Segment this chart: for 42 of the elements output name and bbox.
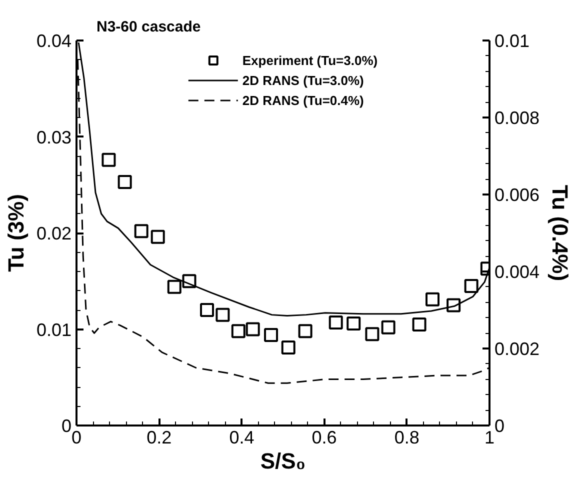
point (216, 308, 230, 322)
y2-tick-label: 0.01 (494, 31, 530, 51)
legend-label: 2D RANS (Tu=3.0%) (242, 72, 364, 88)
y-tick-label: 0.03 (36, 127, 72, 148)
y2-tick-label: 0.004 (494, 262, 540, 282)
point (246, 322, 260, 336)
point (264, 328, 278, 342)
point (150, 230, 165, 244)
x-tick-label: 0.8 (394, 428, 420, 448)
y2-tick-label: 0.002 (494, 339, 540, 359)
legend-label: 2D RANS (Tu=0.4%) (242, 92, 364, 108)
y2-tick-label: 0.008 (494, 108, 540, 128)
y-axis-title: Tu (3%) (3, 194, 28, 272)
point (328, 316, 343, 330)
x-tick-label: 1 (484, 428, 495, 448)
chart-title: N3-60 cascade (96, 18, 201, 36)
point (464, 278, 478, 293)
point (365, 327, 380, 342)
point (412, 317, 426, 332)
x-tick-label: 0.4 (229, 428, 254, 448)
x-axis-title: S/S₀ (260, 448, 306, 474)
point (118, 174, 132, 189)
point (426, 292, 440, 306)
y-tick-label: 0.02 (36, 224, 72, 244)
x-tick-label: 0.6 (312, 428, 337, 448)
point (346, 316, 361, 330)
point (231, 324, 246, 338)
point (167, 280, 182, 294)
point (200, 303, 214, 317)
y-tick-label: 0.04 (36, 31, 72, 51)
point (182, 274, 196, 288)
point (102, 152, 116, 167)
x-tick-label: 0.2 (146, 428, 172, 448)
y2-tick-label: 0.006 (494, 185, 540, 205)
point (381, 320, 396, 334)
legend-label: Experiment (Tu=3.0%) (242, 52, 378, 68)
y2-axis-title: Tu (0.4%) (548, 184, 573, 282)
point (446, 298, 461, 312)
point (298, 324, 312, 338)
point (281, 340, 296, 355)
point (134, 224, 148, 238)
y-tick-label: 0.01 (36, 320, 72, 340)
